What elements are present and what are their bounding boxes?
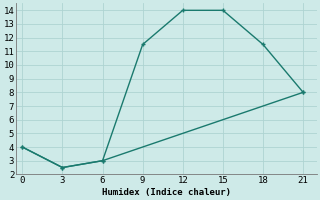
X-axis label: Humidex (Indice chaleur): Humidex (Indice chaleur): [101, 188, 231, 197]
